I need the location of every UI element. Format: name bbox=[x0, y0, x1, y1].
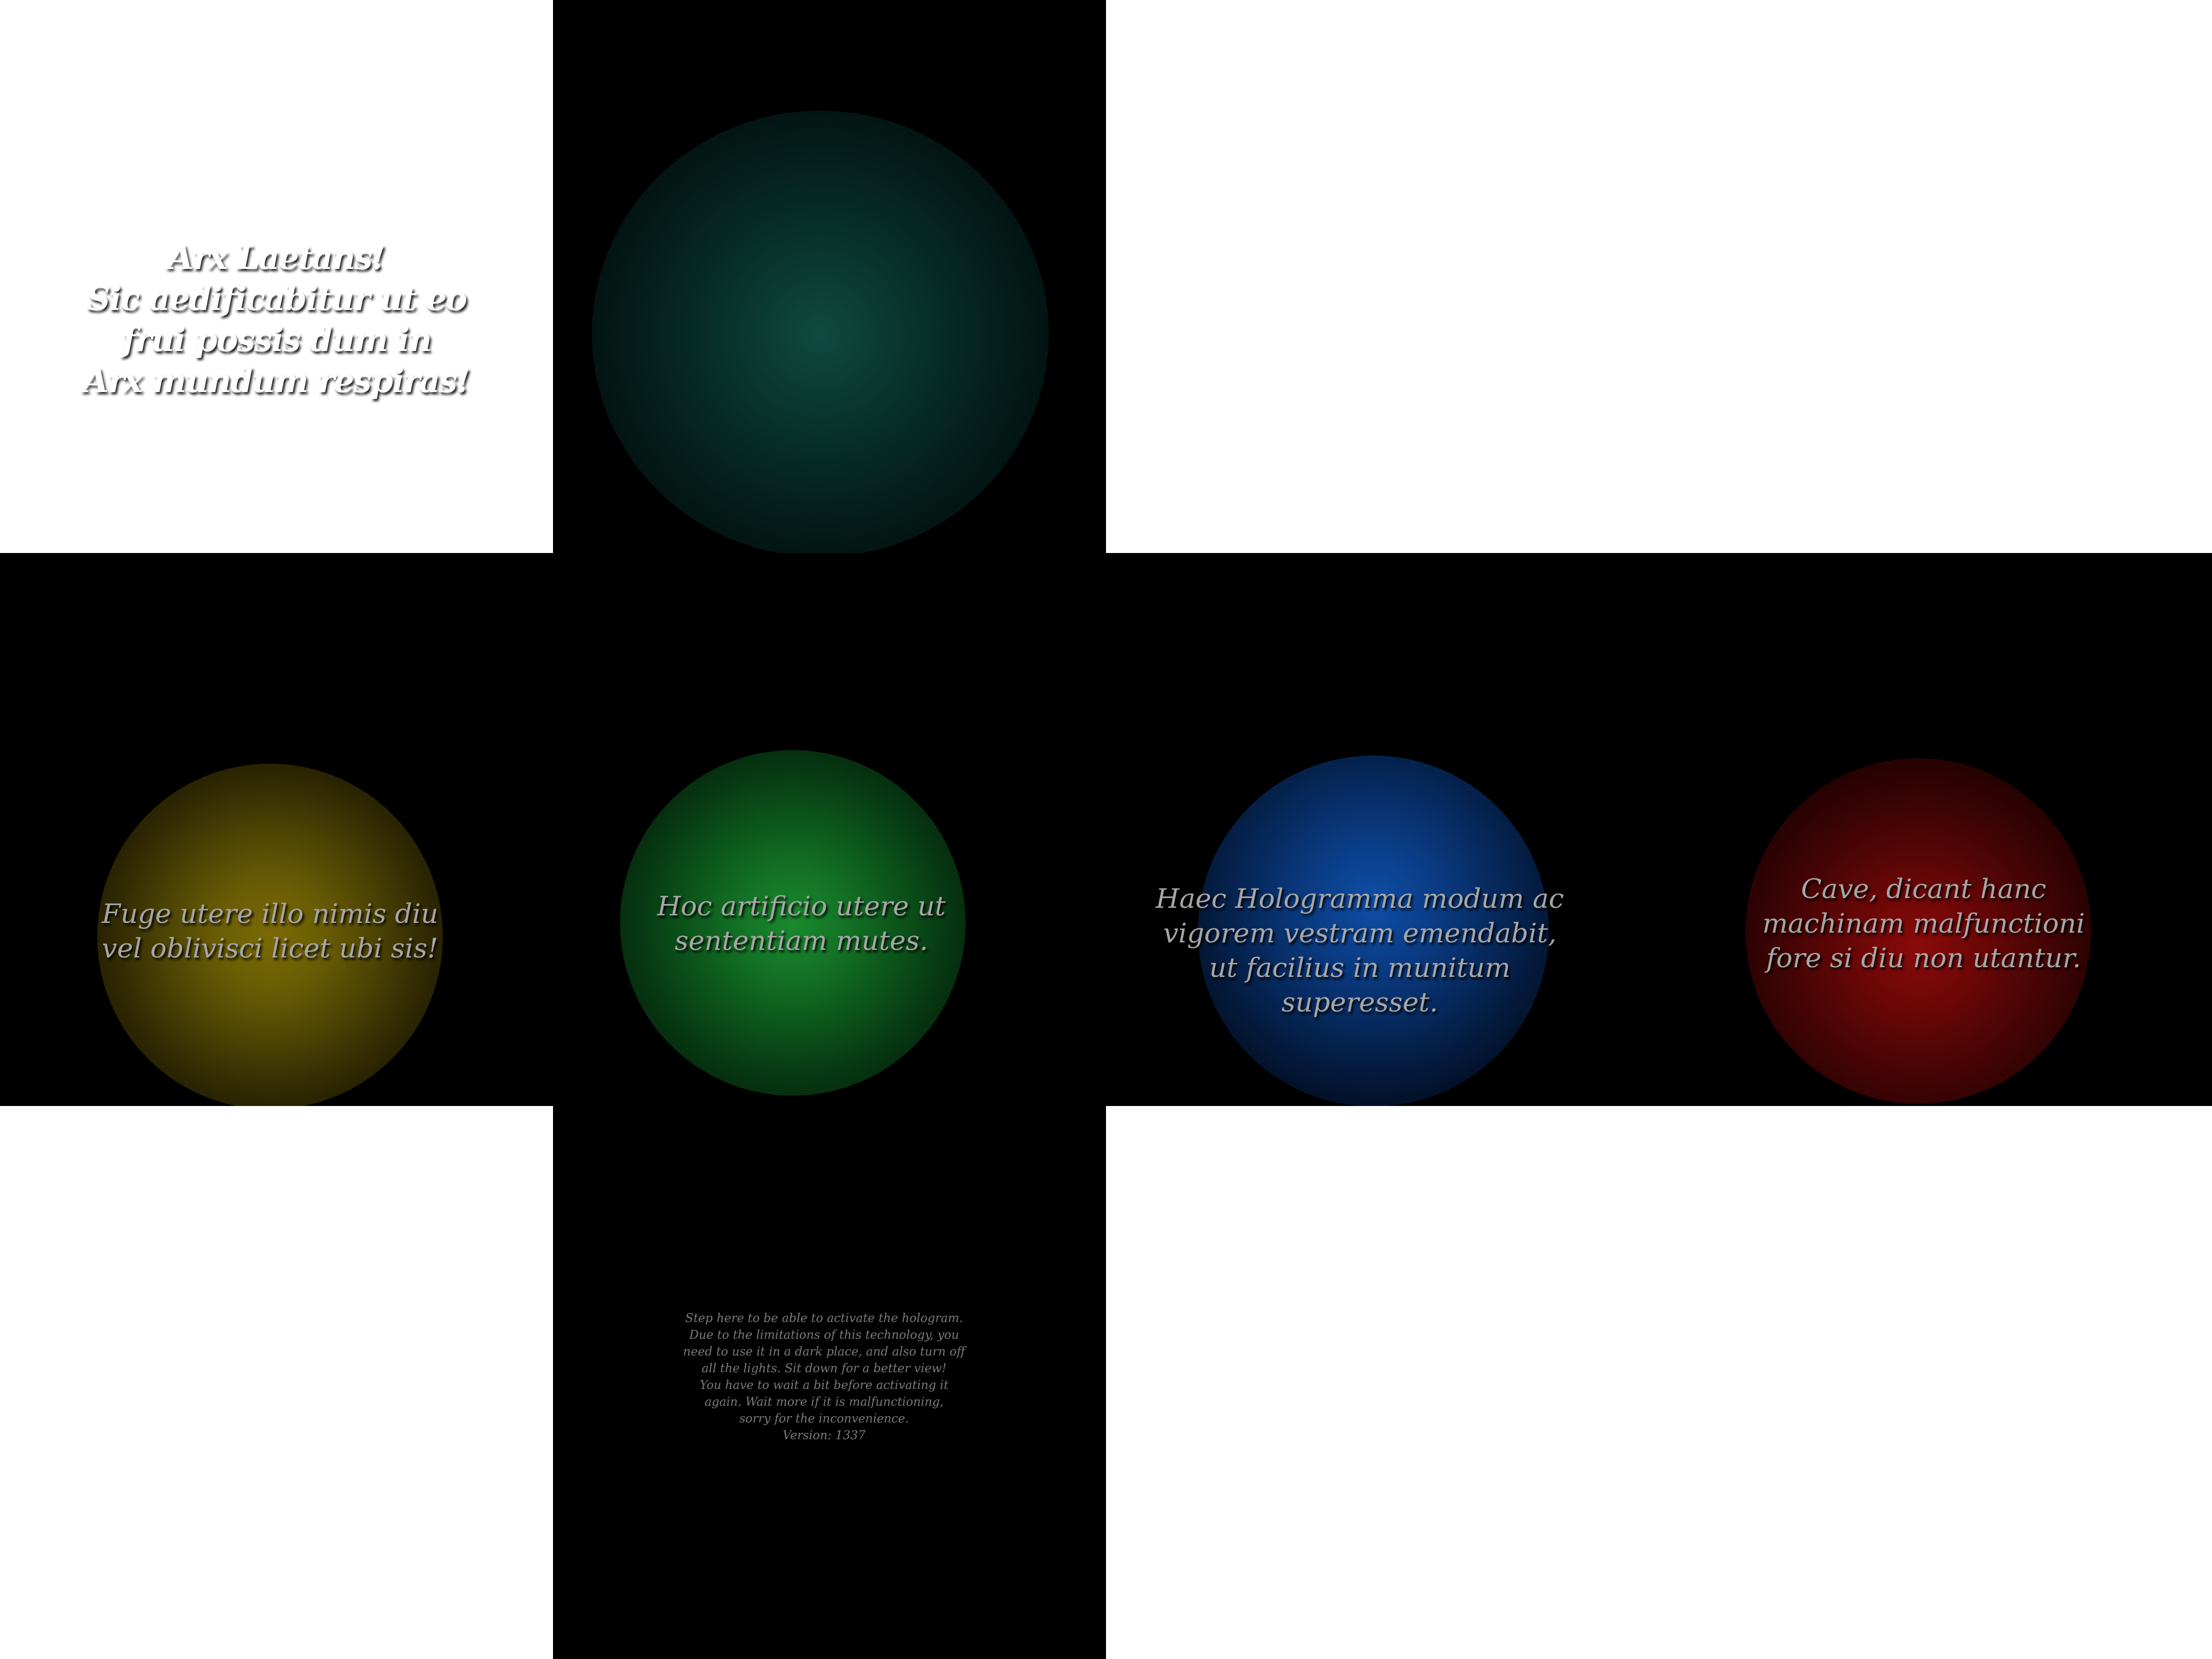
left-face bbox=[0, 553, 553, 1106]
right-face bbox=[1106, 553, 1659, 1106]
red-glow-orb bbox=[1745, 758, 2091, 1104]
teal-glow-orb bbox=[592, 111, 1049, 553]
red-malfunction-text: Cave, dicant hanc machinam malfunctioni … bbox=[1762, 873, 2085, 974]
back-face bbox=[1659, 553, 2212, 1106]
green-usage-text: Hoc artificio utere ut sententiam mutes. bbox=[657, 891, 946, 956]
welcome-title-text: Arx Laetans! Sic aedificabitur ut eo fru… bbox=[83, 239, 470, 400]
top-face bbox=[553, 0, 1106, 553]
front-face bbox=[553, 553, 1106, 1106]
yellow-glow-orb bbox=[97, 764, 443, 1106]
yellow-warning-text: Fuge utere illo nimis diu vel oblivisci … bbox=[102, 898, 439, 964]
blue-glow-orb bbox=[1198, 756, 1549, 1106]
blue-hologram-text: Haec Hologramma modum ac vigorem vestram… bbox=[1156, 883, 1564, 1018]
bottom-face bbox=[553, 1106, 1106, 1659]
green-glow-orb bbox=[620, 750, 966, 1096]
activation-instructions-text: Step here to be able to activate the hol… bbox=[683, 1312, 966, 1442]
